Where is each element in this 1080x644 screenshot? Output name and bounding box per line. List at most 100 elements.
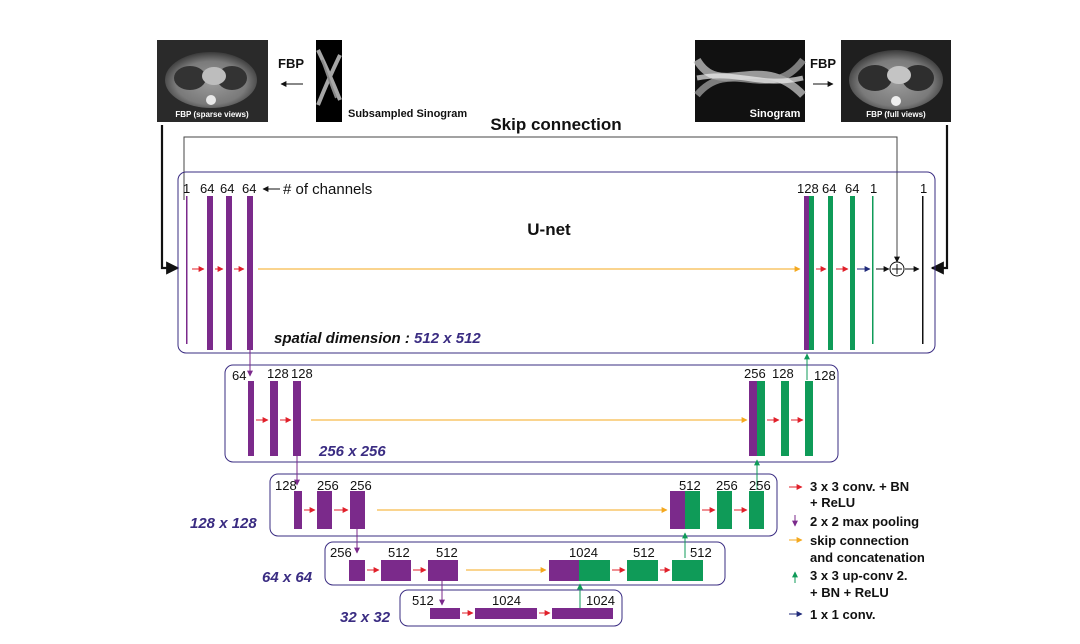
l5-ch-1: 512 xyxy=(412,593,434,608)
l2-bar-3 xyxy=(293,381,301,456)
l4-rch-2: 512 xyxy=(633,545,655,560)
l3-dim-label: 128 x 128 xyxy=(190,515,257,532)
level4-encoder xyxy=(349,560,458,581)
l3-dec-bar-1 xyxy=(717,491,732,529)
level3-encoder xyxy=(294,491,365,529)
level4-decoder xyxy=(549,560,703,581)
l5-dim-label: 32 x 32 xyxy=(340,609,391,626)
l5-ch-2: 1024 xyxy=(492,593,521,608)
level3-box xyxy=(269,473,778,537)
l4-bar-3 xyxy=(428,560,458,581)
l1-concat-purple xyxy=(804,196,809,350)
legend: 3 x 3 conv. + BN + ReLU 2 x 2 max poolin… xyxy=(789,479,925,622)
fbp-full-image: FBP (full views) xyxy=(841,40,951,122)
l1-conv2-bar xyxy=(226,196,232,350)
sinogram-caption: Sinogram xyxy=(750,108,801,120)
level3-decoder xyxy=(670,491,764,529)
l2-dec-bar-2 xyxy=(805,381,813,456)
l3-ch-2: 256 xyxy=(317,478,339,493)
l4-concat-green xyxy=(579,560,610,581)
level2-box xyxy=(224,364,839,463)
l1-rch-1: 128 xyxy=(797,181,819,196)
l2-dec-bar-1 xyxy=(781,381,789,456)
l1-rch-5: 1 xyxy=(920,181,927,196)
l1-input-bar xyxy=(186,196,188,344)
legend-skip-text2: and concatenation xyxy=(810,550,925,565)
l2-ch-1: 64 xyxy=(232,368,246,383)
level5-box xyxy=(399,589,623,627)
level5-bottleneck xyxy=(430,608,613,619)
target-path-arrow xyxy=(930,125,949,275)
l1-dim-prefix: spatial dimension : xyxy=(274,330,414,347)
legend-conv-text2: + ReLU xyxy=(810,495,855,510)
l2-dim-label: 256 x 256 xyxy=(318,443,386,460)
l1-ch-2: 64 xyxy=(200,181,214,196)
l1-ch-1: 1 xyxy=(183,181,190,196)
l3-concat-purple xyxy=(670,491,685,529)
l4-ch-2: 512 xyxy=(388,545,410,560)
legend-upconv-text1: 3 x 3 up-conv 2. xyxy=(810,568,908,583)
level4-box xyxy=(324,541,726,586)
l1-output-bar xyxy=(872,196,874,344)
fbp-full-caption: FBP (full views) xyxy=(866,110,926,119)
fbp-right-label: FBP xyxy=(810,56,836,71)
l2-concat-green xyxy=(757,381,765,456)
l2-ch-3: 128 xyxy=(291,366,313,381)
l4-bar-1 xyxy=(349,560,365,581)
legend-upconv-text2: + BN + ReLU xyxy=(810,585,889,600)
level1-decoder xyxy=(804,196,924,350)
skip-connection-title: Skip connection xyxy=(490,115,621,134)
l4-ch-1: 256 xyxy=(330,545,352,560)
l5-bar-3 xyxy=(552,608,613,619)
l4-rch-1: 1024 xyxy=(569,545,598,560)
level1-encoder xyxy=(186,196,253,350)
l1-ch-3: 64 xyxy=(220,181,234,196)
l3-rch-3: 256 xyxy=(749,478,771,493)
subsampled-sinogram-caption: Subsampled Sinogram xyxy=(348,108,467,120)
l2-rch-3: 128 xyxy=(814,368,836,383)
l5-ch-3: 1024 xyxy=(586,593,615,608)
l2-ch-2: 128 xyxy=(267,366,289,381)
l3-rch-2: 256 xyxy=(716,478,738,493)
l1-dim-value: 512 x 512 xyxy=(414,330,481,347)
l3-ch-3: 256 xyxy=(350,478,372,493)
l1-conv3-bar xyxy=(247,196,253,350)
l5-bar-1 xyxy=(430,608,460,619)
l2-rch-2: 128 xyxy=(772,366,794,381)
legend-conv-text1: 3 x 3 conv. + BN xyxy=(810,479,909,494)
l1-rch-2: 64 xyxy=(822,181,836,196)
l2-concat-purple xyxy=(749,381,757,456)
l1-conv1-bar xyxy=(207,196,213,350)
l4-bar-2 xyxy=(381,560,411,581)
legend-pool-text: 2 x 2 max pooling xyxy=(810,514,919,529)
l1-ch-4: 64 xyxy=(242,181,256,196)
l1-final-bar xyxy=(922,196,924,344)
l1-rch-3: 64 xyxy=(845,181,859,196)
l1-rch-4: 1 xyxy=(870,181,877,196)
l1-dec-conv2-bar xyxy=(850,196,855,350)
l2-rch-1: 256 xyxy=(744,366,766,381)
l1-concat-green xyxy=(809,196,814,350)
l4-dim-label: 64 x 64 xyxy=(262,569,313,586)
l4-ch-3: 512 xyxy=(436,545,458,560)
l3-rch-1: 512 xyxy=(679,478,701,493)
l3-ch-1: 128 xyxy=(275,478,297,493)
fbp-sparse-image: FBP (sparse views) xyxy=(157,40,268,122)
l3-bar-2 xyxy=(317,491,332,529)
l2-bar-2 xyxy=(270,381,278,456)
l4-concat-purple xyxy=(549,560,579,581)
level2-encoder xyxy=(248,381,301,456)
level2-decoder xyxy=(749,381,813,456)
l3-bar-3 xyxy=(350,491,365,529)
channels-note: # of channels xyxy=(283,181,372,198)
legend-1x1-text: 1 x 1 conv. xyxy=(810,607,876,622)
sinogram-image: Sinogram xyxy=(693,40,806,122)
legend-skip-text1: skip connection xyxy=(810,533,909,548)
l4-dec-bar-1 xyxy=(627,560,658,581)
fbp-left-label: FBP xyxy=(278,56,304,71)
subsampled-sinogram-image: Subsampled Sinogram xyxy=(316,40,467,122)
l1-dim-label: spatial dimension : 512 x 512 xyxy=(274,330,481,347)
level1-box xyxy=(177,171,936,354)
